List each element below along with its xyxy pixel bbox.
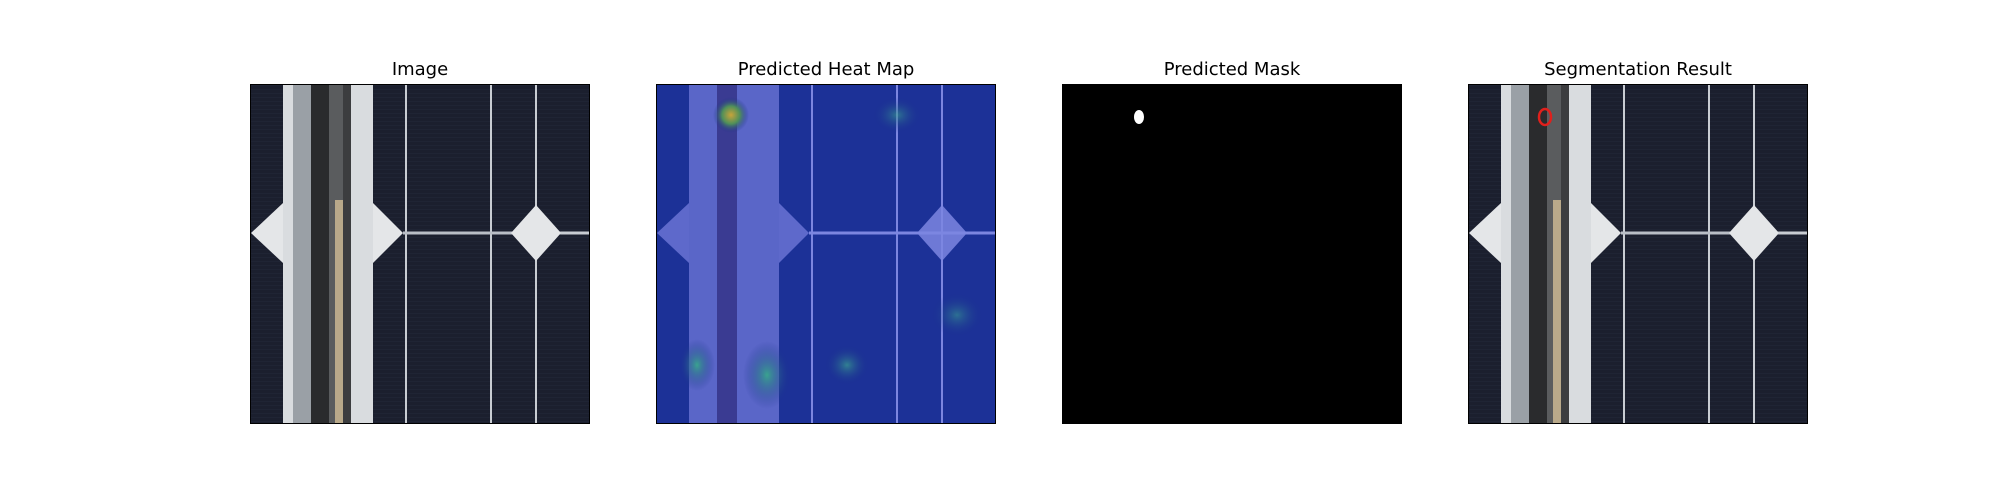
mask-defect-blob — [1134, 110, 1144, 124]
panel-title-mask: Predicted Mask — [1163, 59, 1301, 80]
segmentation-panel — [1468, 84, 1808, 424]
panel-title-heatmap: Predicted Heat Map — [737, 59, 915, 80]
segmentation-image — [1469, 85, 1807, 423]
defect-outline — [1537, 107, 1553, 127]
heatmap-panel — [656, 84, 996, 424]
solar-cell-image — [251, 85, 589, 423]
panel-title-image: Image — [391, 59, 449, 80]
mask-image — [1063, 85, 1401, 423]
panel-title-segmentation: Segmentation Result — [1544, 59, 1732, 80]
heatmap-image — [657, 85, 995, 423]
original-image-panel — [250, 84, 590, 424]
mask-panel — [1062, 84, 1402, 424]
